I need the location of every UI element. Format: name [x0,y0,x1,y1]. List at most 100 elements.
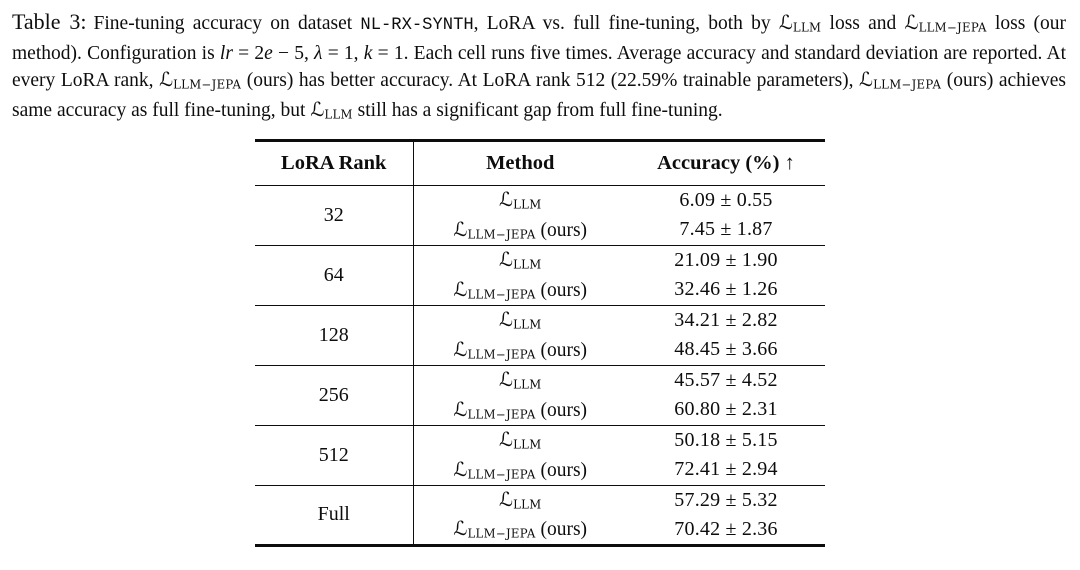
loss-subscript: LLM−JEPA [918,20,987,35]
method-suffix: (ours) [535,339,588,361]
caption-text: Fine-tuning accuracy on dataset NL-RX-SY… [12,11,1067,122]
caption-fragment: , LoRA vs. full fine-tuning, both by [473,13,779,34]
table-row: ℒLLM−JEPA (ours) 32.46 ± 1.26 [255,275,825,305]
loss-subscript: LLM−JEPA [467,227,536,242]
loss-symbol: ℒLLM−JEPA [453,517,536,541]
method-cell: ℒLLM−JEPA (ours) [413,335,627,365]
table-row: 64 ℒLLM 21.09 ± 1.90 [255,245,825,306]
method-cell: ℒLLM−JEPA (ours) [413,215,627,245]
accuracy-cell: 70.42 ± 2.36 [674,517,778,540]
table-row: 256 ℒLLM 45.57 ± 4.52 [255,365,825,426]
loss-symbol: ℒLLM−JEPA [453,397,536,422]
accuracy-cell: 6.09 ± 0.55 [679,188,773,211]
accuracy-cell: 50.18 ± 5.15 [674,428,778,451]
accuracy-cell: 45.57 ± 4.52 [674,368,778,391]
table-row: ℒLLM−JEPA (ours) 7.45 ± 1.87 [255,215,825,245]
rank-cell: 64 [255,245,414,306]
math-variable: k [363,42,373,64]
loss-subscript: LLM [513,198,542,212]
method-cell: ℒLLM [413,425,627,455]
table-row: 512 ℒLLM 50.18 ± 5.15 [255,425,825,486]
caption-fragment: − 5, [272,42,315,64]
accuracy-cell: 72.41 ± 2.94 [674,458,778,481]
method-cell: ℒLLM−JEPA (ours) [413,275,627,305]
caption-fragment: loss (our method). Configuration is [12,13,1067,64]
method-suffix: (ours) [535,279,588,301]
loss-symbol: ℒLLM−JEPA [453,457,536,482]
caption-fragment: (ours) has better accuracy. At LoRA rank… [241,69,860,91]
loss-subscript: LLM−JEPA [873,77,942,92]
loss-symbol: ℒLLM [499,248,542,272]
loss-symbol: ℒLLM [499,308,542,332]
math-variable: e [264,42,273,64]
accuracy-cell: 48.45 ± 3.66 [674,338,778,361]
loss-subscript: LLM−JEPA [467,467,536,482]
dataset-name: NL-RX-SYNTH [360,16,474,35]
rank-cell: 256 [255,365,414,426]
loss-symbol: ℒLLM [499,188,542,212]
loss-subscript: LLM [792,20,822,35]
column-header-method: Method [486,151,555,174]
caption-fragment: Fine-tuning accuracy on dataset [93,13,361,34]
caption-fragment: = 1, [322,42,364,64]
caption-fragment: = 2 [232,42,265,64]
method-cell: ℒLLM [413,485,627,515]
loss-subscript: LLM [513,318,542,332]
method-cell: ℒLLM [413,245,627,275]
rank-cell: 128 [255,305,414,366]
table-row: 32 ℒLLM 6.09 ± 0.55 [255,185,825,246]
accuracy-cell: 60.80 ± 2.31 [674,398,778,421]
loss-symbol: ℒLLM−JEPA [159,67,242,92]
method-cell: ℒLLM [413,365,627,395]
table-row: ℒLLM−JEPA (ours) 70.42 ± 2.36 [255,515,825,545]
loss-subscript: LLM [513,438,542,452]
accuracy-cell: 21.09 ± 1.90 [674,248,778,271]
rank-cell: 512 [255,425,414,486]
rank-cell: Full [255,485,414,546]
math-variable: lr [219,42,233,64]
method-cell: ℒLLM−JEPA (ours) [413,515,627,545]
loss-symbol: ℒLLM−JEPA [453,217,536,242]
table-row: 128 ℒLLM 34.21 ± 2.82 [255,305,825,366]
method-cell: ℒLLM [413,305,627,335]
table-header-row: LoRA Rank Method Accuracy (%) ↑ [255,140,825,186]
results-table: LoRA Rank Method Accuracy (%) ↑ 32 ℒLLM 6.… [255,138,825,547]
loss-symbol: ℒLLM−JEPA [453,277,536,302]
method-cell: ℒLLM−JEPA (ours) [413,395,627,425]
column-header-accuracy: Accuracy (%) ↑ [657,151,795,174]
loss-symbol: ℒLLM−JEPA [453,337,536,362]
loss-symbol: ℒLLM [499,428,542,452]
loss-symbol: ℒLLM [310,98,353,122]
loss-subscript: LLM−JEPA [467,407,536,422]
caption-fragment: still has a significant gap from full fi… [352,100,723,122]
loss-symbol: ℒLLM [778,11,822,35]
table-caption: Table 3: Fine-tuning accuracy on dataset … [12,9,1066,128]
loss-subscript: LLM [513,378,542,392]
loss-symbol: ℒLLM−JEPA [859,67,942,92]
loss-subscript: LLM−JEPA [173,77,242,92]
caption-fragment: (ours) achieves same accuracy as full fi… [12,69,1066,122]
method-suffix: (ours) [535,219,588,241]
method-suffix: (ours) [535,459,588,481]
loss-subscript: LLM [513,498,542,512]
paper-page: Table 3: Fine-tuning accuracy on dataset … [0,9,1080,570]
loss-subscript: LLM [324,107,353,122]
accuracy-cell: 57.29 ± 5.32 [674,488,778,511]
table-row: ℒLLM−JEPA (ours) 60.80 ± 2.31 [255,395,825,425]
column-header-lora-rank: LoRA Rank [255,140,414,186]
caption-fragment: = 1. Each cell runs five times. Average … [12,42,1066,91]
loss-subscript: LLM−JEPA [467,527,536,541]
method-suffix: (ours) [535,399,588,421]
loss-subscript: LLM−JEPA [467,347,536,362]
accuracy-cell: 7.45 ± 1.87 [679,218,773,241]
caption-label: Table 3: [12,9,87,34]
math-variable: λ [314,42,323,64]
table-row: Full ℒLLM 57.29 ± 5.32 [255,485,825,546]
method-cell: ℒLLM−JEPA (ours) [413,455,627,485]
caption-fragment: loss and [821,13,905,34]
method-cell: ℒLLM [413,185,627,215]
loss-subscript: LLM [513,258,542,272]
table-row: ℒLLM−JEPA (ours) 72.41 ± 2.94 [255,455,825,485]
loss-symbol: ℒLLM [499,368,542,392]
accuracy-cell: 32.46 ± 1.26 [674,278,778,301]
